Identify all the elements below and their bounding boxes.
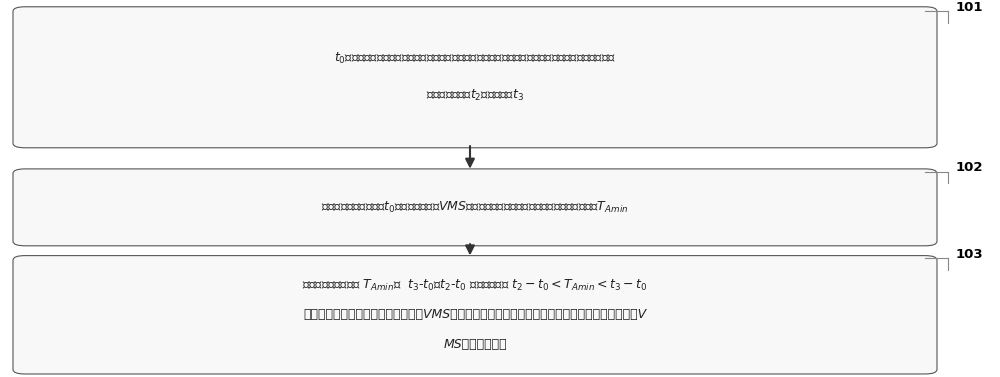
Text: 道路交通控制中心获取$t_0$时刻车辆从所述VMS所在的第一位置到所述第一道口所需的最短时间$T_{Amin}$: 道路交通控制中心获取$t_0$时刻车辆从所述VMS所在的第一位置到所述第一道口所… bbox=[321, 200, 629, 215]
FancyBboxPatch shape bbox=[13, 7, 937, 148]
Text: $t_0$时刻，道路交通控制中心接收道口控制中心发送的第一提醒信息；所述第一提醒信息包括所述第一: $t_0$时刻，道路交通控制中心接收道口控制中心发送的第一提醒信息；所述第一提醒… bbox=[334, 51, 616, 66]
FancyBboxPatch shape bbox=[13, 169, 937, 246]
Text: ，则所述道路交通控制中心控制所述VMS显示第一状态；否则，所述道路交通控制中心控制上所述V: ，则所述道路交通控制中心控制所述VMS显示第一状态；否则，所述道路交通控制中心控… bbox=[303, 308, 647, 321]
Text: 101: 101 bbox=[956, 1, 984, 14]
Text: 道路交通控制中心将 $T_{Amin}$与  $t_3$-$t_0$和$t_2$-$t_0$ 进行比较，若 $t_2-t_0<T_{Amin}<t_3-t_0$: 道路交通控制中心将 $T_{Amin}$与 $t_3$-$t_0$和$t_2$-… bbox=[302, 278, 648, 293]
Text: MS显示第二状态: MS显示第二状态 bbox=[443, 338, 507, 351]
FancyBboxPatch shape bbox=[13, 256, 937, 374]
Text: 102: 102 bbox=[956, 161, 984, 174]
Text: 103: 103 bbox=[956, 248, 984, 261]
Text: 道口的关闭时刻$t_2$及开启时刻$t_3$: 道口的关闭时刻$t_2$及开启时刻$t_3$ bbox=[426, 88, 524, 103]
